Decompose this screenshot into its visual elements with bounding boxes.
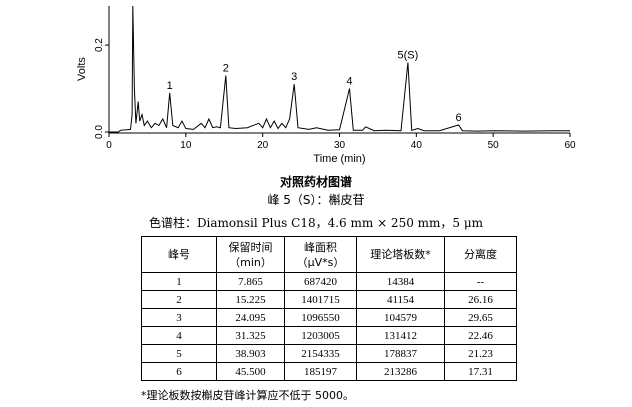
table-cell: 2 bbox=[141, 290, 217, 309]
table-header-cell: 保留时间 （min） bbox=[216, 236, 285, 273]
chart-axes: 0 10 20 30 40 50 60 0.0 0.2 bbox=[94, 6, 576, 151]
table-cell: 17.31 bbox=[444, 362, 517, 381]
chromatogram-chart: 0 10 20 30 40 50 60 0.0 0.2 1 2 3 4 5(S) 6 Time (min)… bbox=[76, 5, 576, 165]
y-tick-label: 0.0 bbox=[94, 125, 105, 139]
table-cell: 31.325 bbox=[216, 326, 285, 345]
table-header-cell: 理论塔板数* bbox=[356, 236, 445, 273]
table-row: 4 31.325 1203005 131412 22.46 bbox=[141, 326, 517, 345]
peak-label: 1 bbox=[167, 80, 173, 92]
table-cell: 185197 bbox=[284, 362, 357, 381]
peak-label: 3 bbox=[291, 71, 297, 83]
table-body: 1 7.865 687420 14384 -- 2 15.225 1401715 41154 26… bbox=[141, 272, 517, 381]
table-row: 1 7.865 687420 14384 -- bbox=[141, 272, 517, 291]
peak-table: 峰号 保留时间 （min） 峰面积 （μV*s） 理论塔板数* 分离度 1 7.865 6874… bbox=[141, 236, 517, 381]
table-cell: 1 bbox=[141, 272, 217, 291]
table-cell: 104579 bbox=[356, 308, 445, 327]
peak-labels: 1 2 3 4 5(S) 6 bbox=[167, 49, 462, 124]
table-header-row: 峰号 保留时间 （min） 峰面积 （μV*s） 理论塔板数* 分离度 bbox=[141, 236, 517, 273]
peak-label: 6 bbox=[456, 112, 462, 124]
table-cell: 29.65 bbox=[444, 308, 517, 327]
table-header-cell: 峰面积 （μV*s） bbox=[284, 236, 357, 273]
table-row: 3 24.095 1096550 104579 29.65 bbox=[141, 308, 517, 327]
chromatogram-trace bbox=[109, 5, 570, 133]
x-tick-label: 40 bbox=[411, 140, 423, 151]
x-tick-label: 0 bbox=[106, 140, 112, 151]
peak-label: 2 bbox=[223, 63, 229, 75]
table-cell: 15.225 bbox=[216, 290, 285, 309]
table-cell: 24.095 bbox=[216, 308, 285, 327]
table-cell: 6 bbox=[141, 362, 217, 381]
table-row: 2 15.225 1401715 41154 26.16 bbox=[141, 290, 517, 309]
table-cell: 38.903 bbox=[216, 344, 285, 363]
x-axis-label: Time (min) bbox=[313, 153, 365, 165]
table-cell: 7.865 bbox=[216, 272, 285, 291]
y-tick-label: 0.2 bbox=[94, 38, 105, 52]
x-tick-label: 30 bbox=[334, 140, 346, 151]
table-cell: 14384 bbox=[356, 272, 445, 291]
table-cell: 5 bbox=[141, 344, 217, 363]
table-cell: 1401715 bbox=[284, 290, 357, 309]
footnote: *理论板数按槲皮苷峰计算应不低于 5000。 bbox=[141, 389, 354, 402]
table-cell: 3 bbox=[141, 308, 217, 327]
table-cell: 26.16 bbox=[444, 290, 517, 309]
table-cell: 213286 bbox=[356, 362, 445, 381]
table-cell: 41154 bbox=[356, 290, 445, 309]
table-cell: 131412 bbox=[356, 326, 445, 345]
y-axis-label: Volts bbox=[76, 57, 88, 81]
table-cell: 4 bbox=[141, 326, 217, 345]
peak-label: 4 bbox=[346, 76, 352, 88]
table-cell: 21.23 bbox=[444, 344, 517, 363]
table-cell: 2154335 bbox=[284, 344, 357, 363]
reference-peak-caption: 峰 5（S）：槲皮苷 bbox=[267, 193, 365, 207]
chart-title: 对照药材图谱 bbox=[279, 175, 352, 189]
table-row: 5 38.903 2154335 178837 21.23 bbox=[141, 344, 517, 363]
table-cell: 178837 bbox=[356, 344, 445, 363]
table-cell: 22.46 bbox=[444, 326, 517, 345]
column-caption: 色谱柱：Diamonsil Plus C18，4.6 mm × 250 mm，5… bbox=[148, 216, 484, 230]
table-cell: 45.500 bbox=[216, 362, 285, 381]
x-tick-label: 50 bbox=[488, 140, 500, 151]
table-header-cell: 分离度 bbox=[444, 236, 517, 273]
table-header-cell: 峰号 bbox=[141, 236, 217, 273]
table-cell: 687420 bbox=[284, 272, 357, 291]
table-row: 6 45.500 185197 213286 17.31 bbox=[141, 362, 517, 381]
x-tick-label: 20 bbox=[257, 140, 269, 151]
peak-label: 5(S) bbox=[397, 49, 418, 61]
x-tick-label: 10 bbox=[180, 140, 192, 151]
table-cell: 1096550 bbox=[284, 308, 357, 327]
table-cell: -- bbox=[444, 272, 517, 291]
x-tick-label: 60 bbox=[564, 140, 576, 151]
table-cell: 1203005 bbox=[284, 326, 357, 345]
